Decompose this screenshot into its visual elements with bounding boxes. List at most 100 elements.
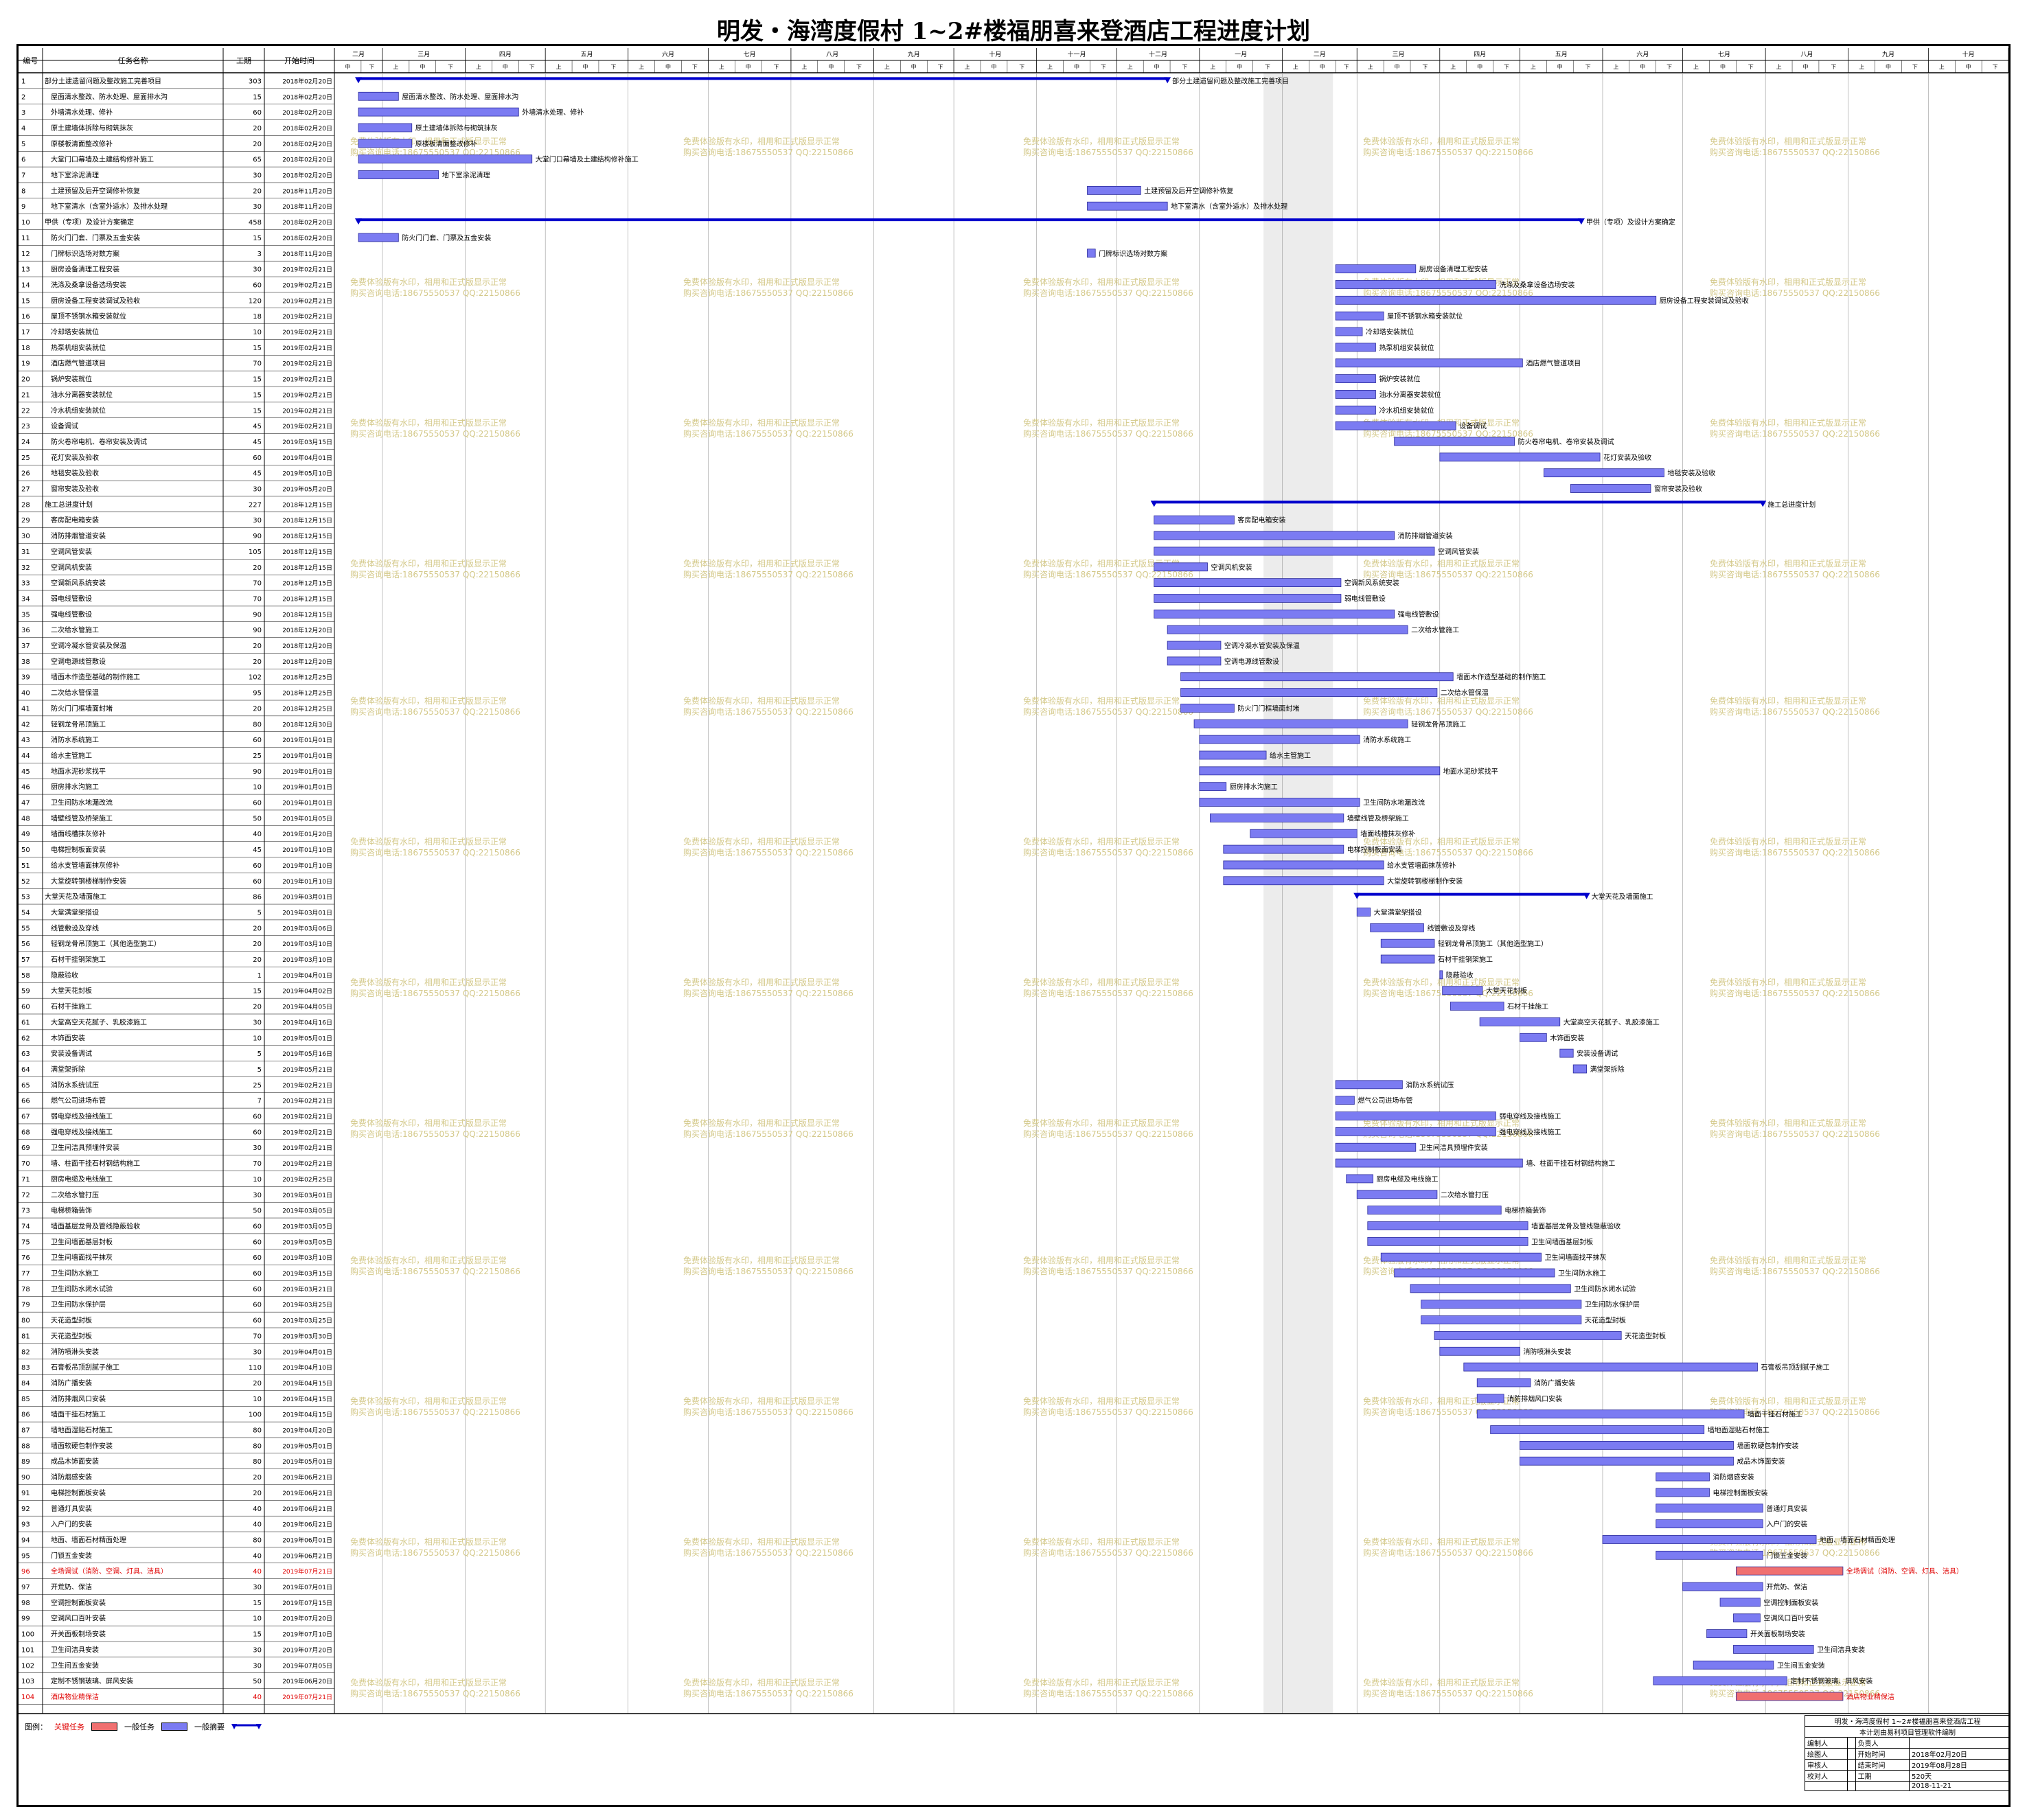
watermark: 购买咨询电话:18675550537 QQ:22150866 (350, 1688, 520, 1698)
task-bar (1335, 327, 1363, 336)
task-duration: 70 (253, 1160, 262, 1168)
task-id: 40 (21, 690, 30, 698)
task-duration: 80 (253, 1458, 262, 1466)
task-start: 2019年04月20日 (282, 1427, 332, 1435)
task-start: 2018年12月15日 (282, 564, 332, 572)
task-bar (1199, 735, 1360, 744)
watermark: 购买咨询电话:18675550537 QQ:22150866 (1023, 1266, 1193, 1276)
task-duration: 60 (253, 1114, 262, 1121)
task-bar (1223, 844, 1344, 854)
task-bar-label: 厨房设备工程安装调试及验收 (1660, 296, 1749, 305)
task-id: 28 (21, 501, 30, 509)
watermark: 购买咨询电话:18675550537 QQ:22150866 (1710, 706, 1880, 717)
task-bar (358, 107, 519, 117)
task-bar-label: 强电穿线及接线施工 (1499, 1127, 1561, 1136)
task-duration: 45 (253, 846, 262, 854)
watermark: 购买咨询电话:18675550537 QQ:22150866 (1710, 288, 1880, 298)
watermark: 购买咨询电话:18675550537 QQ:22150866 (1710, 847, 1880, 857)
task-id: 20 (21, 376, 30, 384)
task-name: 给水主管施工 (51, 751, 92, 760)
task-start: 2019年07月20日 (282, 1615, 332, 1623)
task-bar-label: 花灯安装及验收 (1603, 453, 1651, 462)
task-bar-label: 给水主管施工 (1270, 751, 1311, 760)
task-id: 45 (21, 768, 30, 776)
task-start: 2019年01月20日 (282, 830, 332, 838)
watermark: 免费体验版有水印，相用和正式版显示正常 (1023, 277, 1180, 287)
task-name: 防火门门框墙面封堵 (51, 704, 113, 713)
dekad-label: 上 (1210, 64, 1215, 70)
task-bar-label: 定制不锈钢玻璃、屏风安装 (1790, 1677, 1873, 1685)
task-bar (1356, 1190, 1438, 1199)
task-start: 2019年05月10日 (282, 470, 332, 478)
watermark: 免费体验版有水印，相用和正式版显示正常 (350, 977, 507, 987)
task-bar-label: 电梯控制面板安装 (1713, 1488, 1768, 1497)
task-name: 强电线管敷设 (51, 610, 92, 619)
watermark: 免费体验版有水印，相用和正式版显示正常 (1710, 136, 1866, 146)
watermark: 免费体验版有水印，相用和正式版显示正常 (683, 1118, 840, 1128)
watermark: 购买咨询电话:18675550537 QQ:22150866 (1023, 1688, 1193, 1698)
dekad-label: 中 (665, 63, 671, 70)
dekad-label: 下 (1101, 64, 1106, 70)
task-name: 墙面基层龙骨及管线隐蔽验收 (51, 1221, 140, 1230)
task-start: 2019年07月20日 (282, 1646, 332, 1654)
task-start: 2018年12月25日 (282, 673, 332, 682)
task-bar (1559, 1048, 1574, 1058)
task-bar (1570, 484, 1651, 493)
watermark: 购买咨询电话:18675550537 QQ:22150866 (1023, 1129, 1193, 1139)
task-duration: 100 (249, 1412, 262, 1419)
task-name: 地面、墙面石材精面处理 (51, 1535, 126, 1544)
task-start: 2019年01月10日 (282, 846, 332, 854)
task-bar-label: 大堂旋转钢楼梯制作安装 (1387, 877, 1463, 886)
task-name: 厨房排水沟施工 (51, 783, 99, 792)
task-start: 2019年01月05日 (282, 814, 332, 822)
task-bar-label: 锅炉安装就位 (1379, 375, 1420, 384)
legend-critical-swatch (91, 1723, 117, 1731)
task-bar (1154, 515, 1235, 525)
watermark: 购买咨询电话:18675550537 QQ:22150866 (683, 288, 854, 298)
task-duration: 30 (253, 1019, 262, 1026)
task-id: 92 (21, 1506, 30, 1513)
task-start: 2019年05月01日 (282, 1034, 332, 1042)
task-start: 2018年12月15日 (282, 500, 332, 509)
task-start: 2019年07月21日 (282, 1567, 332, 1576)
watermark: 购买咨询电话:18675550537 QQ:22150866 (683, 1547, 854, 1558)
task-bar (1154, 578, 1342, 588)
task-id: 73 (21, 1208, 30, 1215)
task-name: 厨房设备清理工程安装 (51, 265, 119, 274)
task-duration: 20 (253, 1474, 262, 1482)
month-label: 六月 (1636, 50, 1649, 58)
task-bar-label: 屋面清水整改、防水处理、屋面排水沟 (402, 92, 518, 101)
watermark: 购买咨询电话:18675550537 QQ:22150866 (1023, 147, 1193, 157)
task-duration: 70 (253, 360, 262, 368)
task-name: 卫生间防水施工 (51, 1269, 99, 1278)
task-bar (1394, 1268, 1555, 1278)
task-name: 大堂门口幕墙及土建结构修补施工 (51, 155, 154, 164)
dekad-label: 下 (610, 64, 616, 70)
watermark: 免费体验版有水印，相用和正式版显示正常 (1023, 136, 1180, 146)
task-name: 卫生间防水闭水试验 (51, 1285, 113, 1293)
task-bar (1653, 1676, 1787, 1685)
task-name: 二次给水管保温 (51, 689, 99, 698)
task-start: 2019年04月02日 (282, 987, 332, 995)
task-id: 22 (21, 407, 30, 415)
task-bar-label: 地毯安装及验收 (1667, 469, 1715, 478)
watermark: 购买咨询电话:18675550537 QQ:22150866 (683, 1266, 854, 1276)
task-start: 2019年05月01日 (282, 1442, 332, 1450)
task-duration: 10 (253, 1176, 262, 1184)
dekad-label: 中 (746, 63, 751, 70)
task-id: 46 (21, 784, 30, 792)
dekad-label: 下 (448, 64, 453, 70)
task-start: 2019年02月21日 (282, 406, 332, 415)
task-name: 防火门门套、门票及五金安装 (51, 233, 140, 242)
watermark: 购买咨询电话:18675550537 QQ:22150866 (1023, 1547, 1193, 1558)
summary-end-marker (1577, 218, 1585, 225)
task-duration: 30 (253, 172, 262, 180)
task-start: 2019年04月05日 (282, 1003, 332, 1011)
task-bar-label: 全场调试（消防、空调、灯具、洁具） (1846, 1567, 1963, 1576)
watermark: 免费体验版有水印，相用和正式版显示正常 (1363, 695, 1520, 706)
task-bar (1544, 468, 1664, 478)
task-start: 2019年03月05日 (282, 1238, 332, 1246)
task-name: 石材干挂钢架施工 (51, 955, 106, 964)
task-name: 空调电源线管敷设 (51, 657, 106, 666)
task-bar-label: 强电线管敷设 (1398, 610, 1439, 619)
